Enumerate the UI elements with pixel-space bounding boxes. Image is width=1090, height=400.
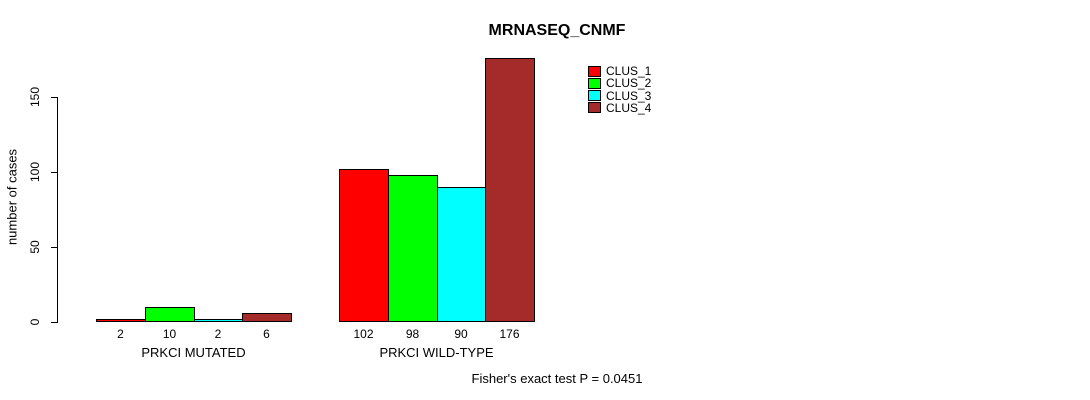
group-label-1: PRKCI MUTATED bbox=[141, 345, 246, 360]
legend-item-clus_2: CLUS_2 bbox=[588, 76, 652, 91]
legend-label: CLUS_3 bbox=[606, 88, 652, 103]
y-axis-label: number of cases bbox=[4, 148, 20, 246]
bar-value-label: 6 bbox=[263, 327, 270, 341]
legend-label: CLUS_4 bbox=[606, 100, 652, 115]
y-axis-tick bbox=[51, 97, 57, 98]
y-axis-tick bbox=[51, 247, 57, 248]
legend-swatch-icon bbox=[588, 102, 601, 114]
legend-item-clus_3: CLUS_3 bbox=[588, 88, 652, 103]
bar-value-label: 2 bbox=[117, 327, 124, 341]
annotation-fishers-exact-test: Fisher's exact test P = 0.0451 bbox=[471, 371, 643, 386]
bar-clus_1-group1 bbox=[96, 319, 146, 322]
legend-item-clus_1: CLUS_1 bbox=[588, 64, 652, 78]
bar-value-label: 102 bbox=[353, 327, 374, 341]
legend-swatch-icon bbox=[588, 90, 601, 102]
y-axis-tick-label: 150 bbox=[28, 86, 42, 108]
bar-clus_2-group2 bbox=[388, 175, 438, 322]
y-axis-tick bbox=[51, 322, 57, 323]
legend-swatch-icon bbox=[588, 77, 601, 89]
bar-value-label: 90 bbox=[454, 327, 468, 341]
bar-clus_3-group2 bbox=[437, 187, 486, 322]
bar-clus_2-group1 bbox=[145, 307, 195, 322]
legend-label: CLUS_2 bbox=[606, 76, 652, 91]
legend-swatch-icon bbox=[588, 65, 601, 77]
bar-value-label: 2 bbox=[214, 327, 222, 341]
bar-clus_1-group2 bbox=[339, 169, 389, 322]
bar-value-label: 10 bbox=[162, 327, 177, 341]
y-axis-line bbox=[57, 97, 58, 323]
y-axis-tick-label: 50 bbox=[28, 240, 42, 254]
bar-clus_3-group1 bbox=[194, 319, 243, 322]
y-axis-tick bbox=[51, 172, 57, 173]
bar-clus_4-group1 bbox=[242, 313, 292, 322]
y-axis-tick-label: 0 bbox=[28, 318, 42, 326]
group-label-2: PRKCI WILD-TYPE bbox=[379, 345, 494, 360]
legend-label: CLUS_1 bbox=[606, 64, 652, 78]
y-axis-tick-label: 100 bbox=[28, 161, 42, 183]
chart-title: MRNASEQ_CNMF bbox=[488, 22, 626, 39]
legend-item-clus_4: CLUS_4 bbox=[588, 100, 652, 115]
bar-clus_4-group2 bbox=[485, 58, 535, 322]
bar-value-label: 176 bbox=[499, 327, 520, 341]
bar-value-label: 98 bbox=[405, 327, 420, 341]
